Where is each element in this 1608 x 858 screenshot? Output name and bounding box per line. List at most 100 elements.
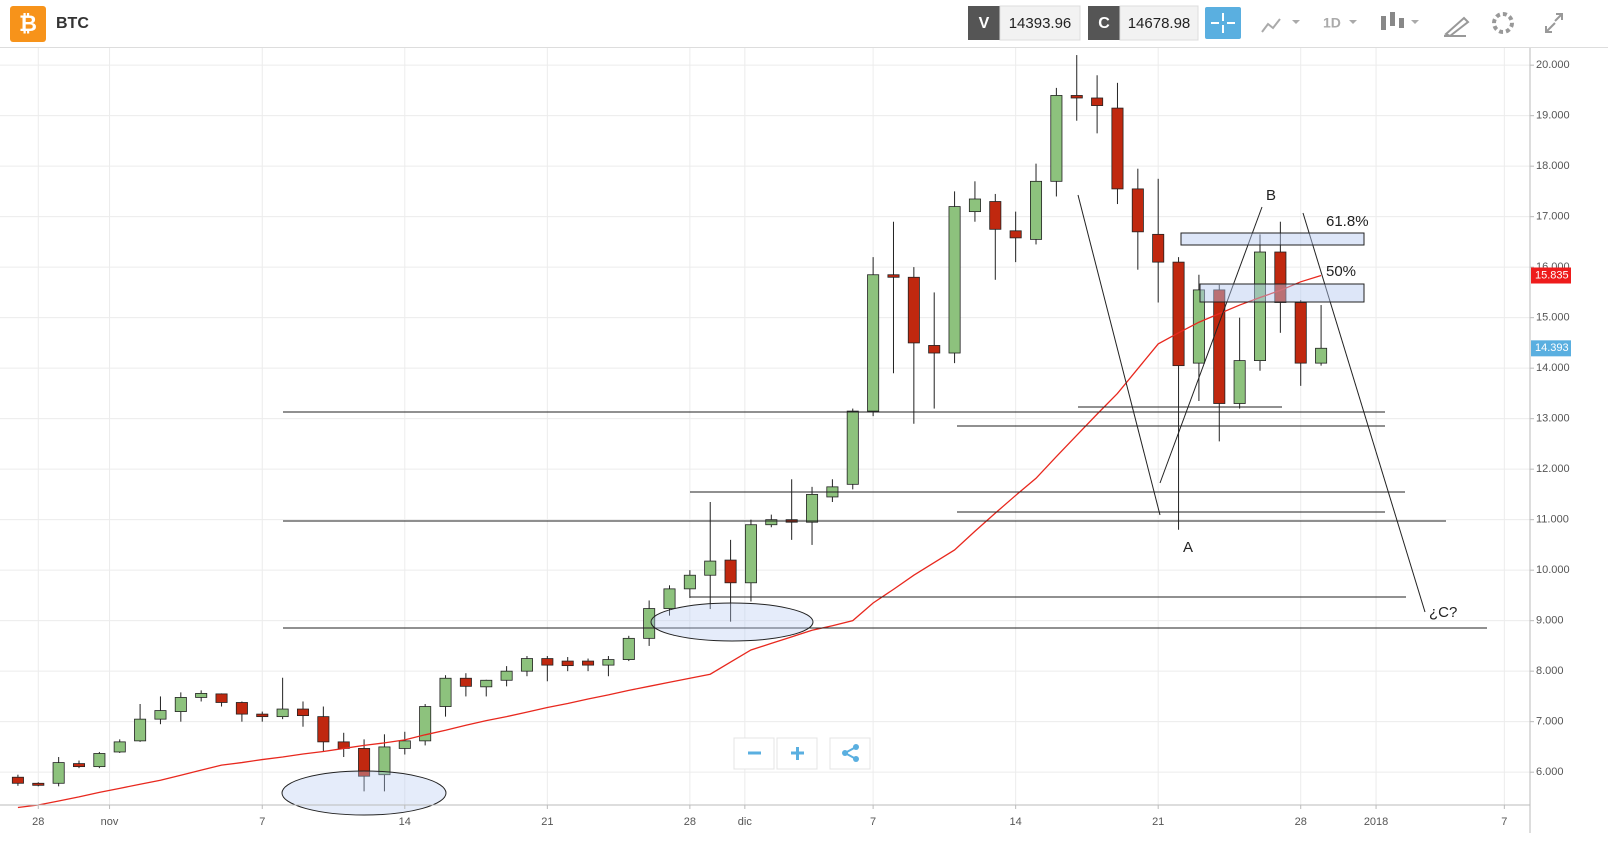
- y-tick-label: 6.000: [1536, 766, 1564, 778]
- candle-body: [1152, 233, 1165, 263]
- candle-body: [948, 206, 961, 354]
- x-tick-label: nov: [101, 816, 119, 828]
- share-icon: [842, 744, 859, 762]
- annotation: 61.8%: [1326, 213, 1369, 230]
- candle-body: [765, 519, 778, 526]
- candle-body: [989, 201, 1002, 230]
- price-tag-label: 15.835: [1535, 269, 1569, 281]
- crosshair-button[interactable]: [1205, 7, 1241, 39]
- fib-box: [1199, 283, 1365, 303]
- annotation: A: [1183, 539, 1193, 556]
- axes: 6.000 7.000 8.000 9.000 10.000 11.000 12.000 13…: [32, 59, 1571, 828]
- v-value-box: [999, 5, 1081, 41]
- plus-icon: [791, 747, 804, 760]
- candle-body: [1192, 289, 1205, 364]
- zoom-controls: [733, 737, 871, 770]
- candle-body: [398, 740, 411, 749]
- x-tick-label: 21: [1152, 816, 1164, 828]
- trend-line: [1302, 212, 1426, 613]
- x-tick-label: 7: [1501, 816, 1507, 828]
- candle-icon[interactable]: [1381, 12, 1404, 30]
- candle-body: [1091, 97, 1104, 106]
- y-tick-label: 15.000: [1536, 312, 1570, 324]
- candle-body: [561, 660, 574, 667]
- y-tick-label: 18.000: [1536, 160, 1570, 172]
- logo-glyph: ₿: [19, 11, 37, 36]
- annotation: B: [1266, 187, 1276, 204]
- candle-body: [358, 748, 371, 777]
- x-tick-label: 7: [259, 816, 265, 828]
- candle-body: [276, 708, 289, 718]
- collapse-icon[interactable]: [1545, 13, 1563, 33]
- y-tick-label: 7.000: [1536, 716, 1564, 728]
- candle-body: [1254, 251, 1266, 361]
- chart-type-icon[interactable]: [1261, 18, 1281, 33]
- candle-body: [704, 560, 717, 576]
- x-tick-label: 14: [399, 816, 411, 828]
- share[interactable]: [829, 737, 871, 770]
- y-tick-label: 17.000: [1536, 211, 1570, 223]
- candle-body: [846, 410, 859, 485]
- candle-body: [928, 345, 941, 354]
- price-tag: [1531, 267, 1571, 284]
- y-tick-label: 12.000: [1536, 463, 1570, 475]
- y-tick-label: 19.000: [1536, 110, 1570, 122]
- candle-body: [113, 741, 126, 753]
- toolbar-bg: [0, 0, 1608, 47]
- candle-body: [1233, 360, 1246, 404]
- candle-body: [1213, 289, 1226, 404]
- x-tick-label: 14: [1010, 816, 1022, 828]
- candle-body: [968, 198, 981, 213]
- annotation: 50%: [1326, 263, 1356, 280]
- candle-body: [459, 677, 472, 687]
- x-tick-label: 2018: [1364, 816, 1388, 828]
- candle-body: [1274, 251, 1287, 303]
- candle-body: [317, 716, 330, 743]
- candle-body: [541, 658, 554, 666]
- candle-body: [602, 659, 615, 666]
- y-tick-label: 10.000: [1536, 564, 1570, 576]
- candle-body: [1315, 347, 1328, 364]
- candle-body: [1070, 95, 1083, 99]
- c-box: [1088, 6, 1120, 40]
- candle-body: [134, 718, 147, 742]
- candle-body: [867, 274, 880, 412]
- candle-body: [663, 588, 676, 609]
- settings-icon[interactable]: [1492, 12, 1514, 34]
- candle-body: [520, 658, 533, 672]
- candle-body: [480, 679, 493, 688]
- annotation: ¿C?: [1429, 604, 1457, 621]
- candle-body: [215, 693, 228, 703]
- btc-logo: [10, 6, 46, 42]
- timeframe[interactable]: 1D: [1323, 15, 1341, 31]
- candle-body: [93, 753, 106, 768]
- dropdown-arrow: [1411, 20, 1419, 24]
- y-tick-label: 9.000: [1536, 615, 1564, 627]
- candle-body: [744, 524, 757, 584]
- v-box: [968, 6, 1000, 40]
- c-label: C: [1098, 15, 1110, 32]
- candle-body: [887, 274, 900, 278]
- ellipse: [650, 602, 814, 642]
- trend-line: [1159, 206, 1263, 484]
- candle-body: [32, 782, 45, 786]
- candle-body: [11, 776, 24, 784]
- x-tick-label: 7: [870, 816, 876, 828]
- candle-body: [154, 710, 167, 720]
- y-tick-label: 20.000: [1536, 59, 1570, 71]
- candle-body: [195, 692, 208, 698]
- candle-body: [724, 559, 737, 584]
- zoom-in[interactable]: [776, 737, 818, 770]
- v-value: 14393.96: [1009, 15, 1072, 32]
- candle-body: [643, 608, 656, 639]
- candle-body: [622, 637, 635, 660]
- candle-body: [1050, 95, 1063, 182]
- candle-body: [582, 660, 595, 666]
- candle-body: [378, 746, 391, 776]
- draw-icon[interactable]: [1444, 16, 1470, 38]
- drawings: [281, 194, 1487, 816]
- candle-body: [1131, 188, 1144, 233]
- plot: [0, 48, 1530, 809]
- candle-body: [73, 763, 86, 768]
